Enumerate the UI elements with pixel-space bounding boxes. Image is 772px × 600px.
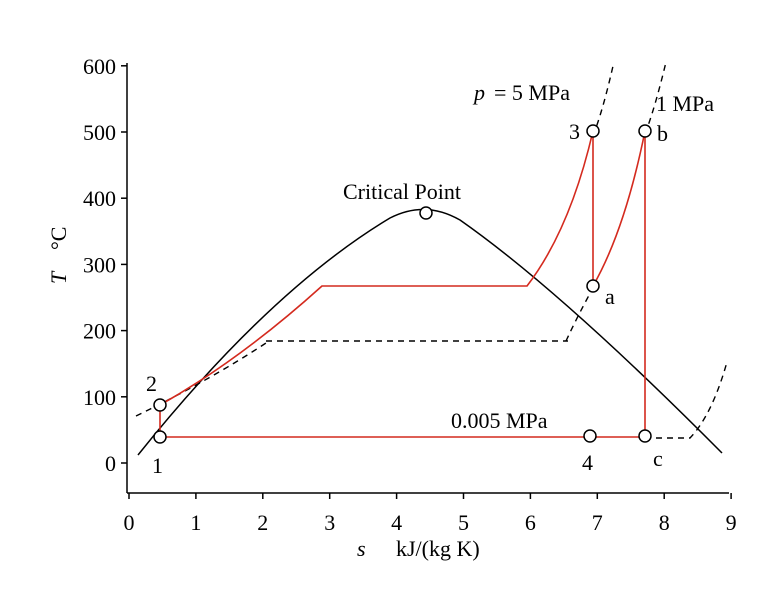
- pressure-5mpa-symbol: p: [472, 80, 485, 105]
- critical-point-label: Critical Point: [343, 179, 461, 204]
- y-axis-label-unit: °C: [46, 227, 71, 250]
- pressure-low-label: 0.005 MPa: [451, 408, 548, 433]
- state-point-3-marker: [586, 124, 600, 138]
- y-axis-label-symbol: T: [46, 270, 71, 284]
- x-ticks: 0 1 2 3 4 5 6 7 8 9: [124, 493, 737, 535]
- x-tick-label: 5: [458, 510, 469, 535]
- state-point-markers: 1 2 3 4 a b c: [146, 119, 668, 478]
- state-point-1-label: 1: [152, 453, 163, 478]
- dashed-lowp-extension: [565, 287, 594, 342]
- dashed-compressed-liquid-line: [135, 342, 267, 417]
- pressure-5mpa-value: = 5 MPa: [494, 80, 570, 105]
- state-point-2-marker: [153, 398, 167, 412]
- state-point-c-label: c: [653, 446, 663, 471]
- x-tick-label: 3: [324, 510, 335, 535]
- y-tick-label: 300: [83, 252, 116, 277]
- x-axis-label-unit: kJ/(kg K): [396, 536, 480, 561]
- y-tick-label: 500: [83, 120, 116, 145]
- y-tick-label: 100: [83, 385, 116, 410]
- state-point-c-marker: [638, 429, 652, 443]
- state-point-a-marker: [586, 279, 600, 293]
- y-tick-label: 0: [105, 451, 116, 476]
- x-tick-label: 2: [257, 510, 268, 535]
- cycle-heating-5mpa: [159, 130, 594, 406]
- state-point-b-marker: [638, 124, 652, 138]
- state-point-a-label: a: [605, 284, 615, 309]
- x-tick-label: 4: [391, 510, 402, 535]
- state-point-b-label: b: [657, 121, 668, 146]
- x-tick-label: 6: [525, 510, 536, 535]
- state-point-3-label: 3: [569, 119, 580, 144]
- state-point-4-marker: [583, 429, 597, 443]
- y-tick-label: 600: [83, 54, 116, 79]
- y-tick-label: 200: [83, 319, 116, 344]
- y-tick-label: 400: [83, 186, 116, 211]
- cycle-reheat-1mpa: [592, 130, 646, 287]
- x-tick-label: 0: [124, 510, 135, 535]
- state-point-2-label: 2: [146, 371, 157, 396]
- x-tick-label: 1: [190, 510, 201, 535]
- x-tick-label: 9: [726, 510, 737, 535]
- x-tick-label: 7: [592, 510, 603, 535]
- state-point-1-marker: [153, 430, 167, 444]
- x-tick-label: 8: [659, 510, 670, 535]
- dashed-lowp-superheat: [645, 361, 728, 439]
- critical-point-marker: [419, 206, 433, 220]
- saturation-dome: [137, 208, 723, 456]
- state-point-4-label: 4: [582, 450, 593, 475]
- pressure-1mpa-label: 1 MPa: [656, 91, 714, 116]
- x-axis-label-symbol: s: [357, 536, 366, 561]
- y-ticks: 0 100 200 300 400 500 600: [83, 54, 127, 476]
